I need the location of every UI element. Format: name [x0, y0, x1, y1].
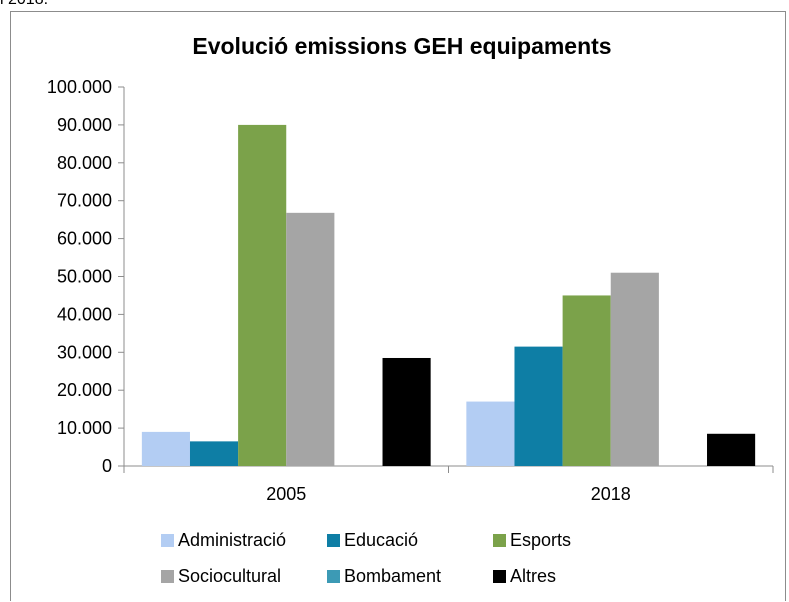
bars	[141, 124, 756, 467]
bar-sociocultural-2018	[610, 272, 659, 466]
bar-educació-2005	[189, 441, 239, 466]
y-tick-label: 90.000	[57, 115, 112, 135]
legend-label: Educació	[344, 530, 418, 550]
legend-swatch	[327, 534, 340, 547]
bar-altres-2005	[382, 357, 431, 466]
bar-sociocultural-2005	[286, 212, 335, 466]
y-tick-label: 60.000	[57, 229, 112, 249]
legend-item: Educació	[327, 530, 418, 550]
legend-swatch	[327, 570, 340, 583]
x-tick-label: 2018	[591, 484, 631, 504]
legend-swatch	[493, 534, 506, 547]
x-axis: 2005 2018	[123, 465, 774, 504]
y-tick-label: 40.000	[57, 304, 112, 324]
caption-fragment: i 2018.	[0, 0, 48, 9]
y-tick-label: 50.000	[57, 267, 112, 287]
bar-altres-2018	[707, 433, 756, 466]
legend-swatch	[161, 534, 174, 547]
bar-administració-2005	[141, 431, 190, 466]
bar-administració-2018	[466, 401, 515, 466]
bar-esports-2018	[562, 295, 611, 466]
y-tick-label: 100.000	[47, 77, 112, 97]
legend-label: Esports	[510, 530, 571, 550]
chart-title: Evolució emissions GEH equipaments	[192, 33, 611, 59]
legend-label: Administració	[178, 530, 286, 550]
legend-label: Bombament	[344, 566, 441, 586]
y-tick-label: 30.000	[57, 342, 112, 362]
legend: Administració Educació Esports Sociocultura…	[161, 530, 571, 586]
legend-swatch	[493, 570, 506, 583]
legend-item: Altres	[493, 566, 556, 586]
bar-esports-2005	[238, 124, 287, 467]
legend-item: Bombament	[327, 566, 441, 586]
y-tick-label: 20.000	[57, 380, 112, 400]
y-axis: 0 10.000 20.000 30.000 40.000 50.000 60.000 70.…	[47, 77, 125, 476]
legend-label: Sociocultural	[178, 566, 281, 586]
y-tick-label: 10.000	[57, 418, 112, 438]
y-tick-label: 70.000	[57, 191, 112, 211]
legend-item: Sociocultural	[161, 566, 281, 586]
y-tick-label: 0	[102, 456, 112, 476]
legend-item: Esports	[493, 530, 571, 550]
chart-frame	[10, 11, 786, 601]
legend-swatch	[161, 570, 174, 583]
bar-educació-2018	[514, 346, 563, 466]
y-tick-label: 80.000	[57, 153, 112, 173]
legend-item: Administració	[161, 530, 286, 550]
x-tick-label: 2005	[266, 484, 306, 504]
legend-label: Altres	[510, 566, 556, 586]
